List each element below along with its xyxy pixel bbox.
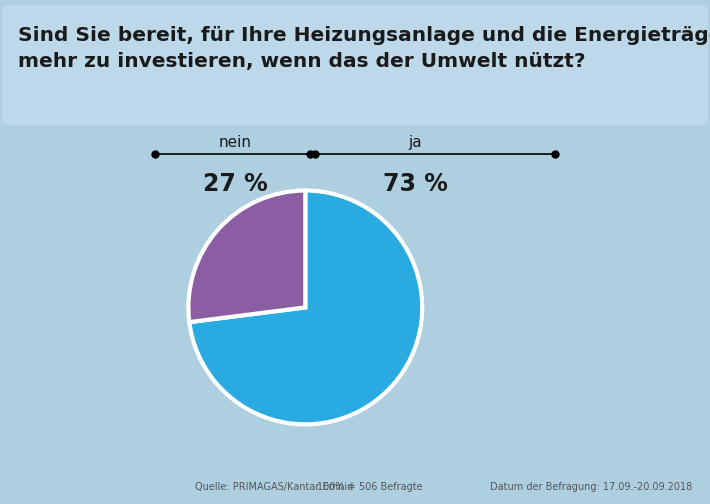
Text: 73 %: 73 % — [383, 172, 447, 196]
Wedge shape — [190, 191, 422, 424]
Text: Datum der Befragung: 17.09.-20.09.2018: Datum der Befragung: 17.09.-20.09.2018 — [490, 482, 692, 492]
Text: Sind Sie bereit, für Ihre Heizungsanlage und die Energieträger: Sind Sie bereit, für Ihre Heizungsanlage… — [18, 26, 710, 45]
Text: Quelle: PRIMAGAS/Kantar Emnid: Quelle: PRIMAGAS/Kantar Emnid — [195, 482, 354, 492]
FancyBboxPatch shape — [2, 5, 708, 125]
Text: nein: nein — [219, 135, 251, 150]
Text: 27 %: 27 % — [202, 172, 268, 196]
Text: mehr zu investieren, wenn das der Umwelt nützt?: mehr zu investieren, wenn das der Umwelt… — [18, 52, 586, 71]
Wedge shape — [188, 191, 305, 322]
Text: 100% = 506 Befragte: 100% = 506 Befragte — [317, 482, 423, 492]
Text: ja: ja — [408, 135, 422, 150]
